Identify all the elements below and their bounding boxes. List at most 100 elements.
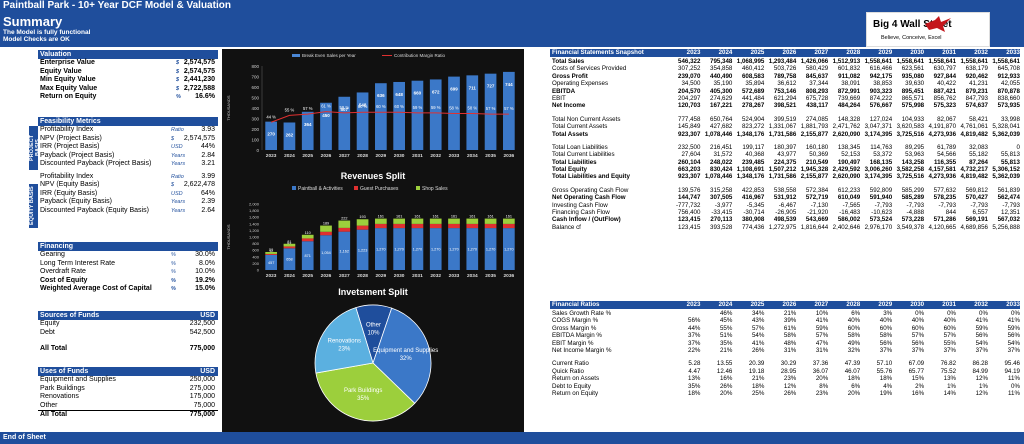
feasibility-equity-row: Profitability Index Ratio 3.99 bbox=[38, 173, 218, 182]
bar-value-label: 548 bbox=[359, 102, 367, 107]
ratios-row-label: Net Income Margin % bbox=[552, 346, 612, 354]
fs-cell: -10,623 bbox=[871, 209, 893, 217]
fs-year: 2029 bbox=[878, 49, 893, 56]
ratios-cell: 49% bbox=[847, 339, 861, 347]
revenue-segment bbox=[484, 228, 497, 270]
fs-cell: 53,963 bbox=[905, 151, 925, 159]
y-tick-label: 400 bbox=[252, 254, 259, 259]
fs-cell: -7,793 bbox=[1002, 201, 1020, 209]
valuation-row-label: Return on Equity bbox=[40, 93, 97, 100]
financing-row-value: 10.0% bbox=[195, 268, 215, 275]
ratios-cell: 46% bbox=[719, 310, 733, 317]
x-tick-label: 2025 bbox=[302, 273, 313, 279]
ratios-cell: 12% bbox=[975, 389, 988, 397]
breakeven-bar bbox=[484, 73, 497, 150]
fs-row: Net Income 120,703 167,221 278,267 398,521 43… bbox=[550, 102, 1020, 109]
revenue-segment bbox=[265, 253, 277, 255]
feasibility-project-row-label: NPV (Project Basis) bbox=[40, 134, 102, 142]
margin-value-label: 60 % bbox=[376, 104, 386, 109]
x-tick-label: 2027 bbox=[339, 273, 350, 279]
fs-cell: 160,180 bbox=[805, 143, 829, 151]
uses-row-label: Park Buildings bbox=[40, 384, 85, 392]
ratios-cell: 18% bbox=[879, 375, 893, 383]
ratios-row: Debt to Equity 35% 26% 18% 12% 8% 6% 4% 2% 1% 1% 0% bbox=[550, 383, 1020, 390]
fs-cell: 3,725,516 bbox=[896, 173, 925, 181]
valuation-row-label: Enterprise Value bbox=[40, 59, 95, 66]
sources-total: 775,000 bbox=[189, 345, 215, 352]
ratios-cell bbox=[668, 310, 700, 317]
fs-cell: 2,471,762 bbox=[832, 123, 861, 131]
fs-cell: 216,451 bbox=[710, 143, 733, 151]
x-tick-label: 2032 bbox=[430, 273, 441, 279]
ratios-year: 2023 bbox=[686, 301, 701, 308]
margin-value-label: 58 % bbox=[449, 105, 459, 110]
x-tick-label: 2024 bbox=[284, 273, 295, 279]
fs-cell: 2,402,646 bbox=[832, 223, 861, 231]
fs-year: 2032 bbox=[974, 49, 988, 56]
fs-cell: 440,490 bbox=[710, 72, 733, 80]
app-title: Paintball Park - 10+ Year DCF Model & Va… bbox=[0, 0, 1024, 12]
fs-row: Total Liabilities and Equity 923,307 1,078… bbox=[550, 173, 1020, 180]
x-tick-label: 2027 bbox=[339, 153, 350, 159]
fs-cell: 585,289 bbox=[901, 194, 925, 202]
ratios-cell: 36.07 bbox=[812, 367, 829, 375]
x-tick-label: 2031 bbox=[412, 273, 423, 279]
ratios-cell: 61% bbox=[783, 324, 797, 332]
fs-cell: 139,576 bbox=[678, 186, 701, 194]
uses-row-value: 275,000 bbox=[189, 384, 215, 392]
feasibility-project-row-value: 2.84 bbox=[201, 151, 215, 159]
margin-value-label: 57 % bbox=[504, 106, 514, 111]
revenue-segment bbox=[429, 218, 442, 224]
fs-cell: 34,500 bbox=[681, 80, 701, 88]
pie-slice-label: Equipment and Supplies bbox=[373, 348, 438, 354]
margin-value-label: 61 % bbox=[321, 104, 331, 109]
segment-value-label: 871 bbox=[305, 254, 311, 258]
fs-cell: 3,047,371 bbox=[864, 123, 893, 131]
fs-cell: 204,570 bbox=[678, 87, 701, 95]
financing-row: Gearing% 30.0% bbox=[38, 251, 218, 260]
fs-cell: 32,083 bbox=[969, 143, 988, 151]
fs-cell: 87,264 bbox=[969, 158, 988, 166]
fs-row: Total Equity 663,203 830,424 1,108,691 1,507… bbox=[550, 166, 1020, 173]
sources-row-label: Equity bbox=[40, 320, 60, 327]
sources-section: Sources of Funds USD Equity 232,500 Debt 542… bbox=[38, 311, 218, 354]
fs-row: Total Loan Liabilities 232,500 216,451 199,… bbox=[550, 144, 1020, 151]
fs-cell: 5,256,888 bbox=[992, 223, 1020, 231]
sources-row: Debt 542,500 bbox=[38, 329, 218, 338]
segment-value-label: 1,270 bbox=[376, 248, 386, 252]
fs-cell: 1,945,328 bbox=[800, 166, 829, 174]
valuation-row-unit: % bbox=[176, 94, 181, 100]
revenue-segment bbox=[375, 218, 387, 224]
ratios-row-label: Sales Growth Rate % bbox=[552, 310, 612, 317]
valuation-row: Equity Value $2,574,575 bbox=[38, 68, 218, 77]
feasibility-equity-row-label: Discounted Payback (Equity Basis) bbox=[40, 206, 149, 214]
y-tick-label: 500 bbox=[251, 96, 259, 101]
fs-cell: 870,878 bbox=[997, 87, 1020, 95]
valuation-row: Enterprise Value $2,574,575 bbox=[38, 59, 218, 68]
fs-cell: 33,998 bbox=[1001, 115, 1020, 123]
uses-row-value: 250,000 bbox=[189, 376, 215, 383]
revenue-segment bbox=[503, 223, 515, 229]
fs-cell: 12,351 bbox=[1001, 209, 1020, 217]
fs-cell: 887,421 bbox=[933, 87, 957, 95]
fs-cell: 1,731,586 bbox=[768, 173, 797, 181]
feasibility-project-row-label: Profitability Index bbox=[40, 126, 94, 133]
segment-value-label: 161 bbox=[414, 215, 420, 219]
ratios-row-label: Return on Assets bbox=[552, 375, 600, 383]
x-tick-label: 2028 bbox=[357, 273, 368, 279]
ratios-cell: 19.18 bbox=[748, 367, 765, 375]
revenue-segment bbox=[393, 228, 405, 270]
breakeven-bar bbox=[429, 79, 442, 150]
fs-cell: -7,793 bbox=[874, 201, 893, 209]
fs-cell: 576,667 bbox=[869, 102, 893, 110]
ratios-row-label: Return on Equity bbox=[552, 389, 599, 397]
fs-cell: 572,689 bbox=[741, 87, 765, 95]
feasibility-project-row-unit: Ratio bbox=[171, 127, 184, 133]
fs-cell: 1,272,975 bbox=[768, 223, 797, 231]
ratios-row-label: COGS Margin % bbox=[552, 317, 599, 325]
fs-row: Total Assets 923,307 1,078,446 1,348,176 1,7… bbox=[550, 131, 1020, 138]
ratios-cell: 40% bbox=[911, 317, 925, 325]
fs-cell: -3,977 bbox=[714, 201, 733, 209]
segment-value-label: 161 bbox=[396, 215, 402, 219]
ratios-cell: 60% bbox=[943, 324, 957, 332]
